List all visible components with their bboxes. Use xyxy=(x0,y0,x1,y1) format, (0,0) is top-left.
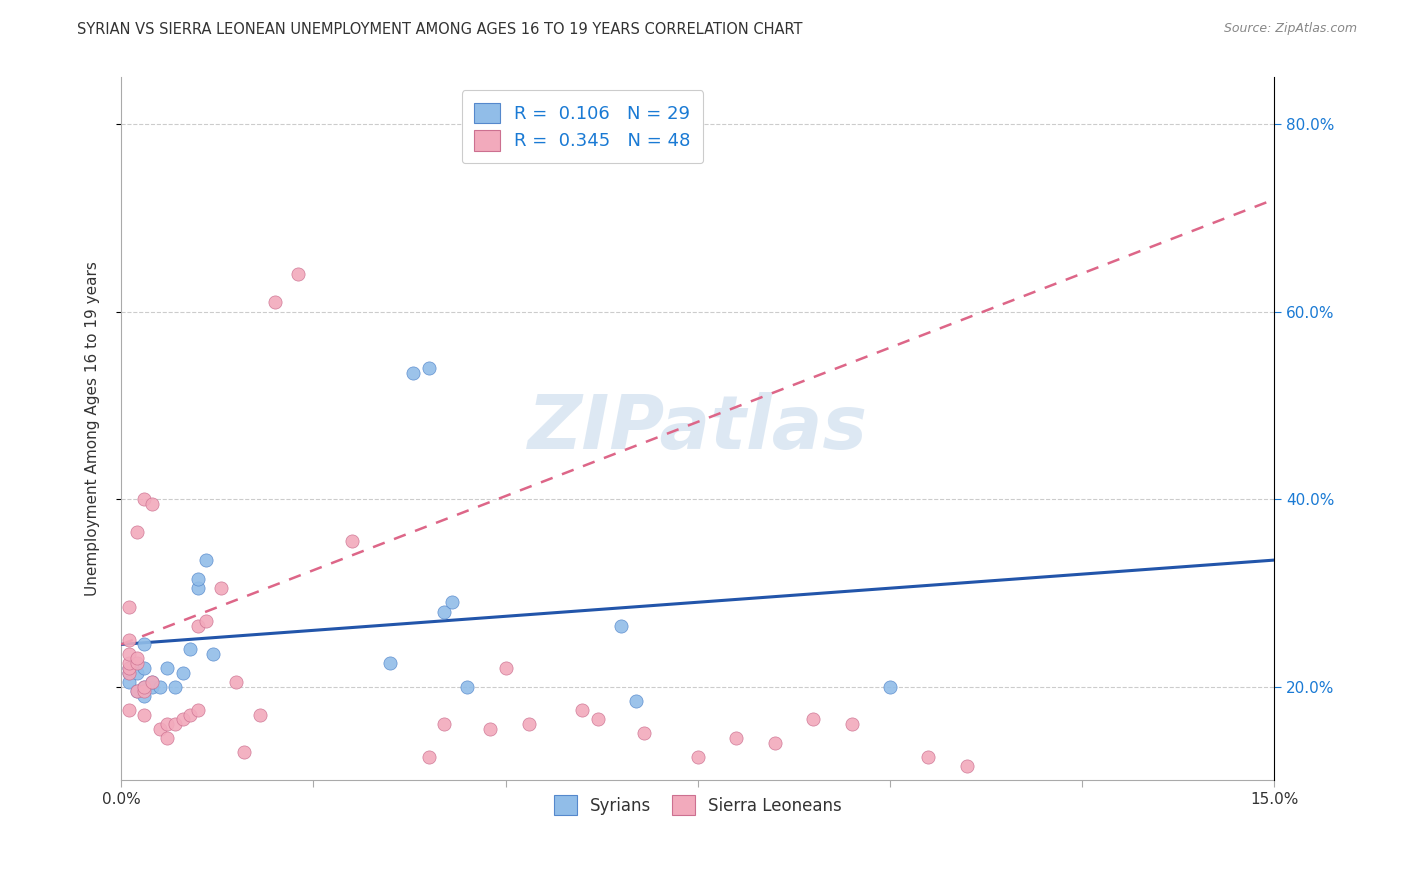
Point xyxy=(134,637,156,651)
Point xyxy=(141,497,163,511)
Point xyxy=(917,750,939,764)
Point xyxy=(187,703,209,717)
Point xyxy=(141,674,163,689)
Point xyxy=(202,647,225,661)
Point xyxy=(172,665,194,680)
Point xyxy=(118,665,141,680)
Point xyxy=(134,680,156,694)
Point xyxy=(956,759,979,773)
Point xyxy=(163,680,186,694)
Point xyxy=(134,689,156,703)
Point xyxy=(163,717,186,731)
Point xyxy=(495,661,517,675)
Y-axis label: Unemployment Among Ages 16 to 19 years: Unemployment Among Ages 16 to 19 years xyxy=(86,261,100,597)
Point xyxy=(141,674,163,689)
Point xyxy=(879,680,901,694)
Point xyxy=(433,605,456,619)
Point xyxy=(633,726,655,740)
Point xyxy=(440,595,463,609)
Point xyxy=(125,651,148,665)
Point xyxy=(264,295,287,310)
Point xyxy=(141,680,163,694)
Point xyxy=(187,581,209,595)
Point xyxy=(380,656,402,670)
Point xyxy=(125,656,148,670)
Point xyxy=(156,731,179,745)
Point xyxy=(725,731,748,745)
Point xyxy=(225,674,247,689)
Point xyxy=(118,599,141,614)
Legend: Syrians, Sierra Leoneans: Syrians, Sierra Leoneans xyxy=(544,786,852,825)
Point xyxy=(340,534,363,549)
Point xyxy=(118,656,141,670)
Point xyxy=(172,712,194,726)
Point xyxy=(249,707,271,722)
Point xyxy=(125,684,148,698)
Point xyxy=(118,661,141,675)
Point xyxy=(233,745,256,759)
Point xyxy=(148,680,170,694)
Point xyxy=(156,661,179,675)
Point xyxy=(456,680,478,694)
Point xyxy=(571,703,593,717)
Point xyxy=(418,361,440,376)
Point xyxy=(402,366,425,380)
Point xyxy=(194,614,217,628)
Text: Source: ZipAtlas.com: Source: ZipAtlas.com xyxy=(1223,22,1357,36)
Point xyxy=(118,647,141,661)
Point xyxy=(179,642,201,657)
Point xyxy=(610,618,633,632)
Point xyxy=(686,750,709,764)
Point xyxy=(134,661,156,675)
Text: ZIPatlas: ZIPatlas xyxy=(527,392,868,466)
Point xyxy=(118,661,141,675)
Point xyxy=(118,632,141,647)
Point xyxy=(209,581,232,595)
Point xyxy=(194,553,217,567)
Point xyxy=(134,684,156,698)
Point xyxy=(118,703,141,717)
Point xyxy=(125,684,148,698)
Point xyxy=(287,267,309,281)
Point xyxy=(134,680,156,694)
Point xyxy=(418,750,440,764)
Point xyxy=(148,722,170,736)
Point xyxy=(179,707,201,722)
Point xyxy=(134,707,156,722)
Text: SYRIAN VS SIERRA LEONEAN UNEMPLOYMENT AMONG AGES 16 TO 19 YEARS CORRELATION CHAR: SYRIAN VS SIERRA LEONEAN UNEMPLOYMENT AM… xyxy=(77,22,803,37)
Point xyxy=(125,524,148,539)
Point xyxy=(479,722,502,736)
Point xyxy=(626,693,648,707)
Point xyxy=(187,572,209,586)
Point xyxy=(801,712,824,726)
Point xyxy=(586,712,609,726)
Point xyxy=(763,736,786,750)
Point xyxy=(118,665,141,680)
Point xyxy=(187,618,209,632)
Point xyxy=(134,492,156,507)
Point xyxy=(156,717,179,731)
Point xyxy=(125,665,148,680)
Point xyxy=(433,717,456,731)
Point xyxy=(118,674,141,689)
Point xyxy=(841,717,863,731)
Point xyxy=(517,717,540,731)
